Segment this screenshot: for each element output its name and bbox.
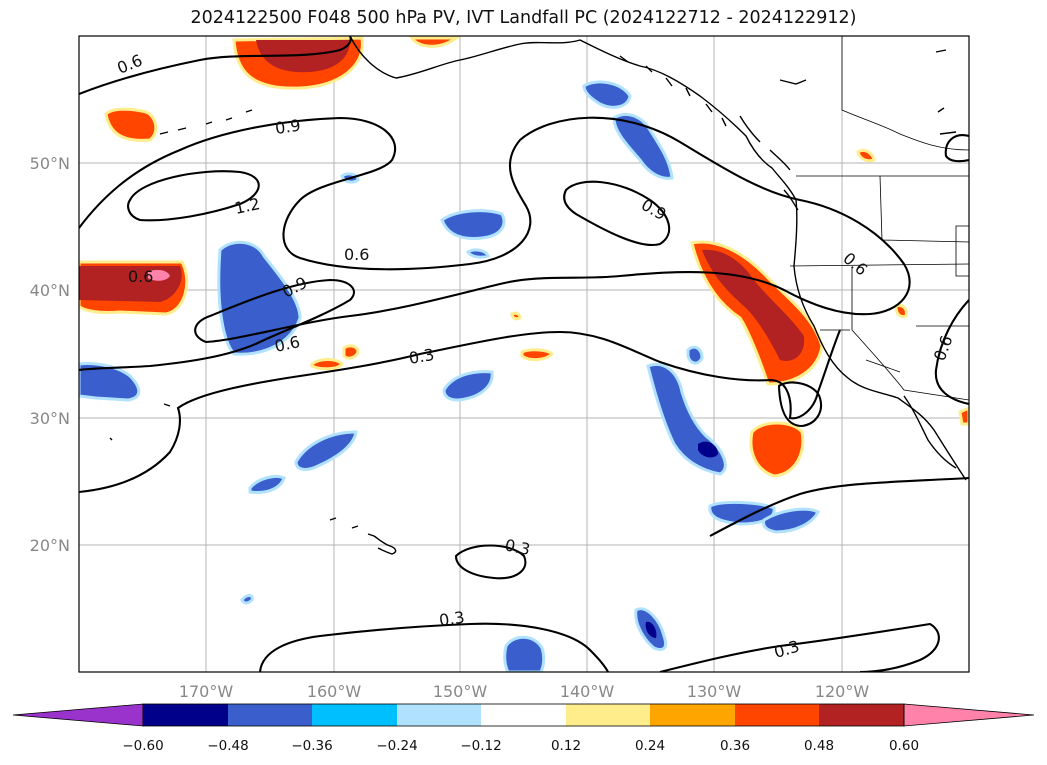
contour-label: 0.6 [344,245,369,264]
contour-label: 0.9 [638,195,670,224]
lat-label: 30°N [30,409,70,428]
contour-label: 0.9 [274,116,302,138]
colorbar-swatch [819,704,904,726]
colorbar-tick: −0.48 [207,738,248,754]
colorbar-tick: 0.48 [804,738,834,754]
colorbar-swatch [903,703,1035,727]
colorbar-swatch [566,704,650,726]
coastlines [109,36,967,555]
colorbar-swatch [650,704,735,726]
pv-contours [79,36,969,672]
contour-label: 0.6 [930,333,957,363]
colorbar-tick: −0.36 [291,738,332,754]
lat-label: 20°N [30,536,70,555]
lon-label: 150°W [433,682,488,701]
colorbar-tick: 0.36 [720,738,750,754]
colorbar-swatch [12,703,144,727]
contour-label: 0.3 [438,608,466,630]
contour-label: 0.3 [407,345,435,368]
colorbar: −0.60 −0.48 −0.36 −0.24 −0.12 0.12 0.24 … [12,703,1035,754]
positive-anomaly-shading [79,36,969,478]
longitude-labels: 170°W 160°W 150°W 140°W 130°W 120°W [179,682,870,701]
colorbar-swatch [481,704,566,726]
contour-label: 0.6 [839,249,871,280]
lon-label: 130°W [687,682,742,701]
colorbar-swatch [735,704,819,726]
colorbar-tick: −0.12 [460,738,501,754]
lat-label: 50°N [30,154,70,173]
lat-label: 40°N [30,281,70,300]
colorbar-tick: 0.12 [551,738,581,754]
colorbar-swatch [228,704,312,726]
colorbar-tick: −0.60 [122,738,163,754]
colorbar-tick: 0.24 [635,738,665,754]
contour-label: 0.6 [128,267,153,286]
map-area: 0.6 0.9 1.2 0.6 0.9 0.6 0.9 0.6 0.3 0.6 … [79,36,969,672]
lon-label: 160°W [307,682,362,701]
colorbar-swatch [143,704,228,726]
contour-label: 0.3 [772,637,802,662]
map-title: 2024122500 F048 500 hPa PV, IVT Landfall… [190,8,857,28]
colorbar-swatch [312,704,397,726]
contour-label: 0.3 [503,535,532,559]
colorbar-swatch [397,704,481,726]
lon-label: 140°W [560,682,615,701]
colorbar-frame [142,703,905,727]
colorbar-tick: 0.60 [889,738,919,754]
lon-label: 120°W [815,682,870,701]
lon-label: 170°W [179,682,234,701]
contour-label: 1.2 [233,194,262,218]
negative-anomaly-shading [79,80,821,672]
contour-label: 0.6 [273,332,302,356]
map-frame [78,35,970,673]
latitude-labels: 50°N 40°N 30°N 20°N [30,154,70,555]
colorbar-tick: −0.24 [376,738,417,754]
